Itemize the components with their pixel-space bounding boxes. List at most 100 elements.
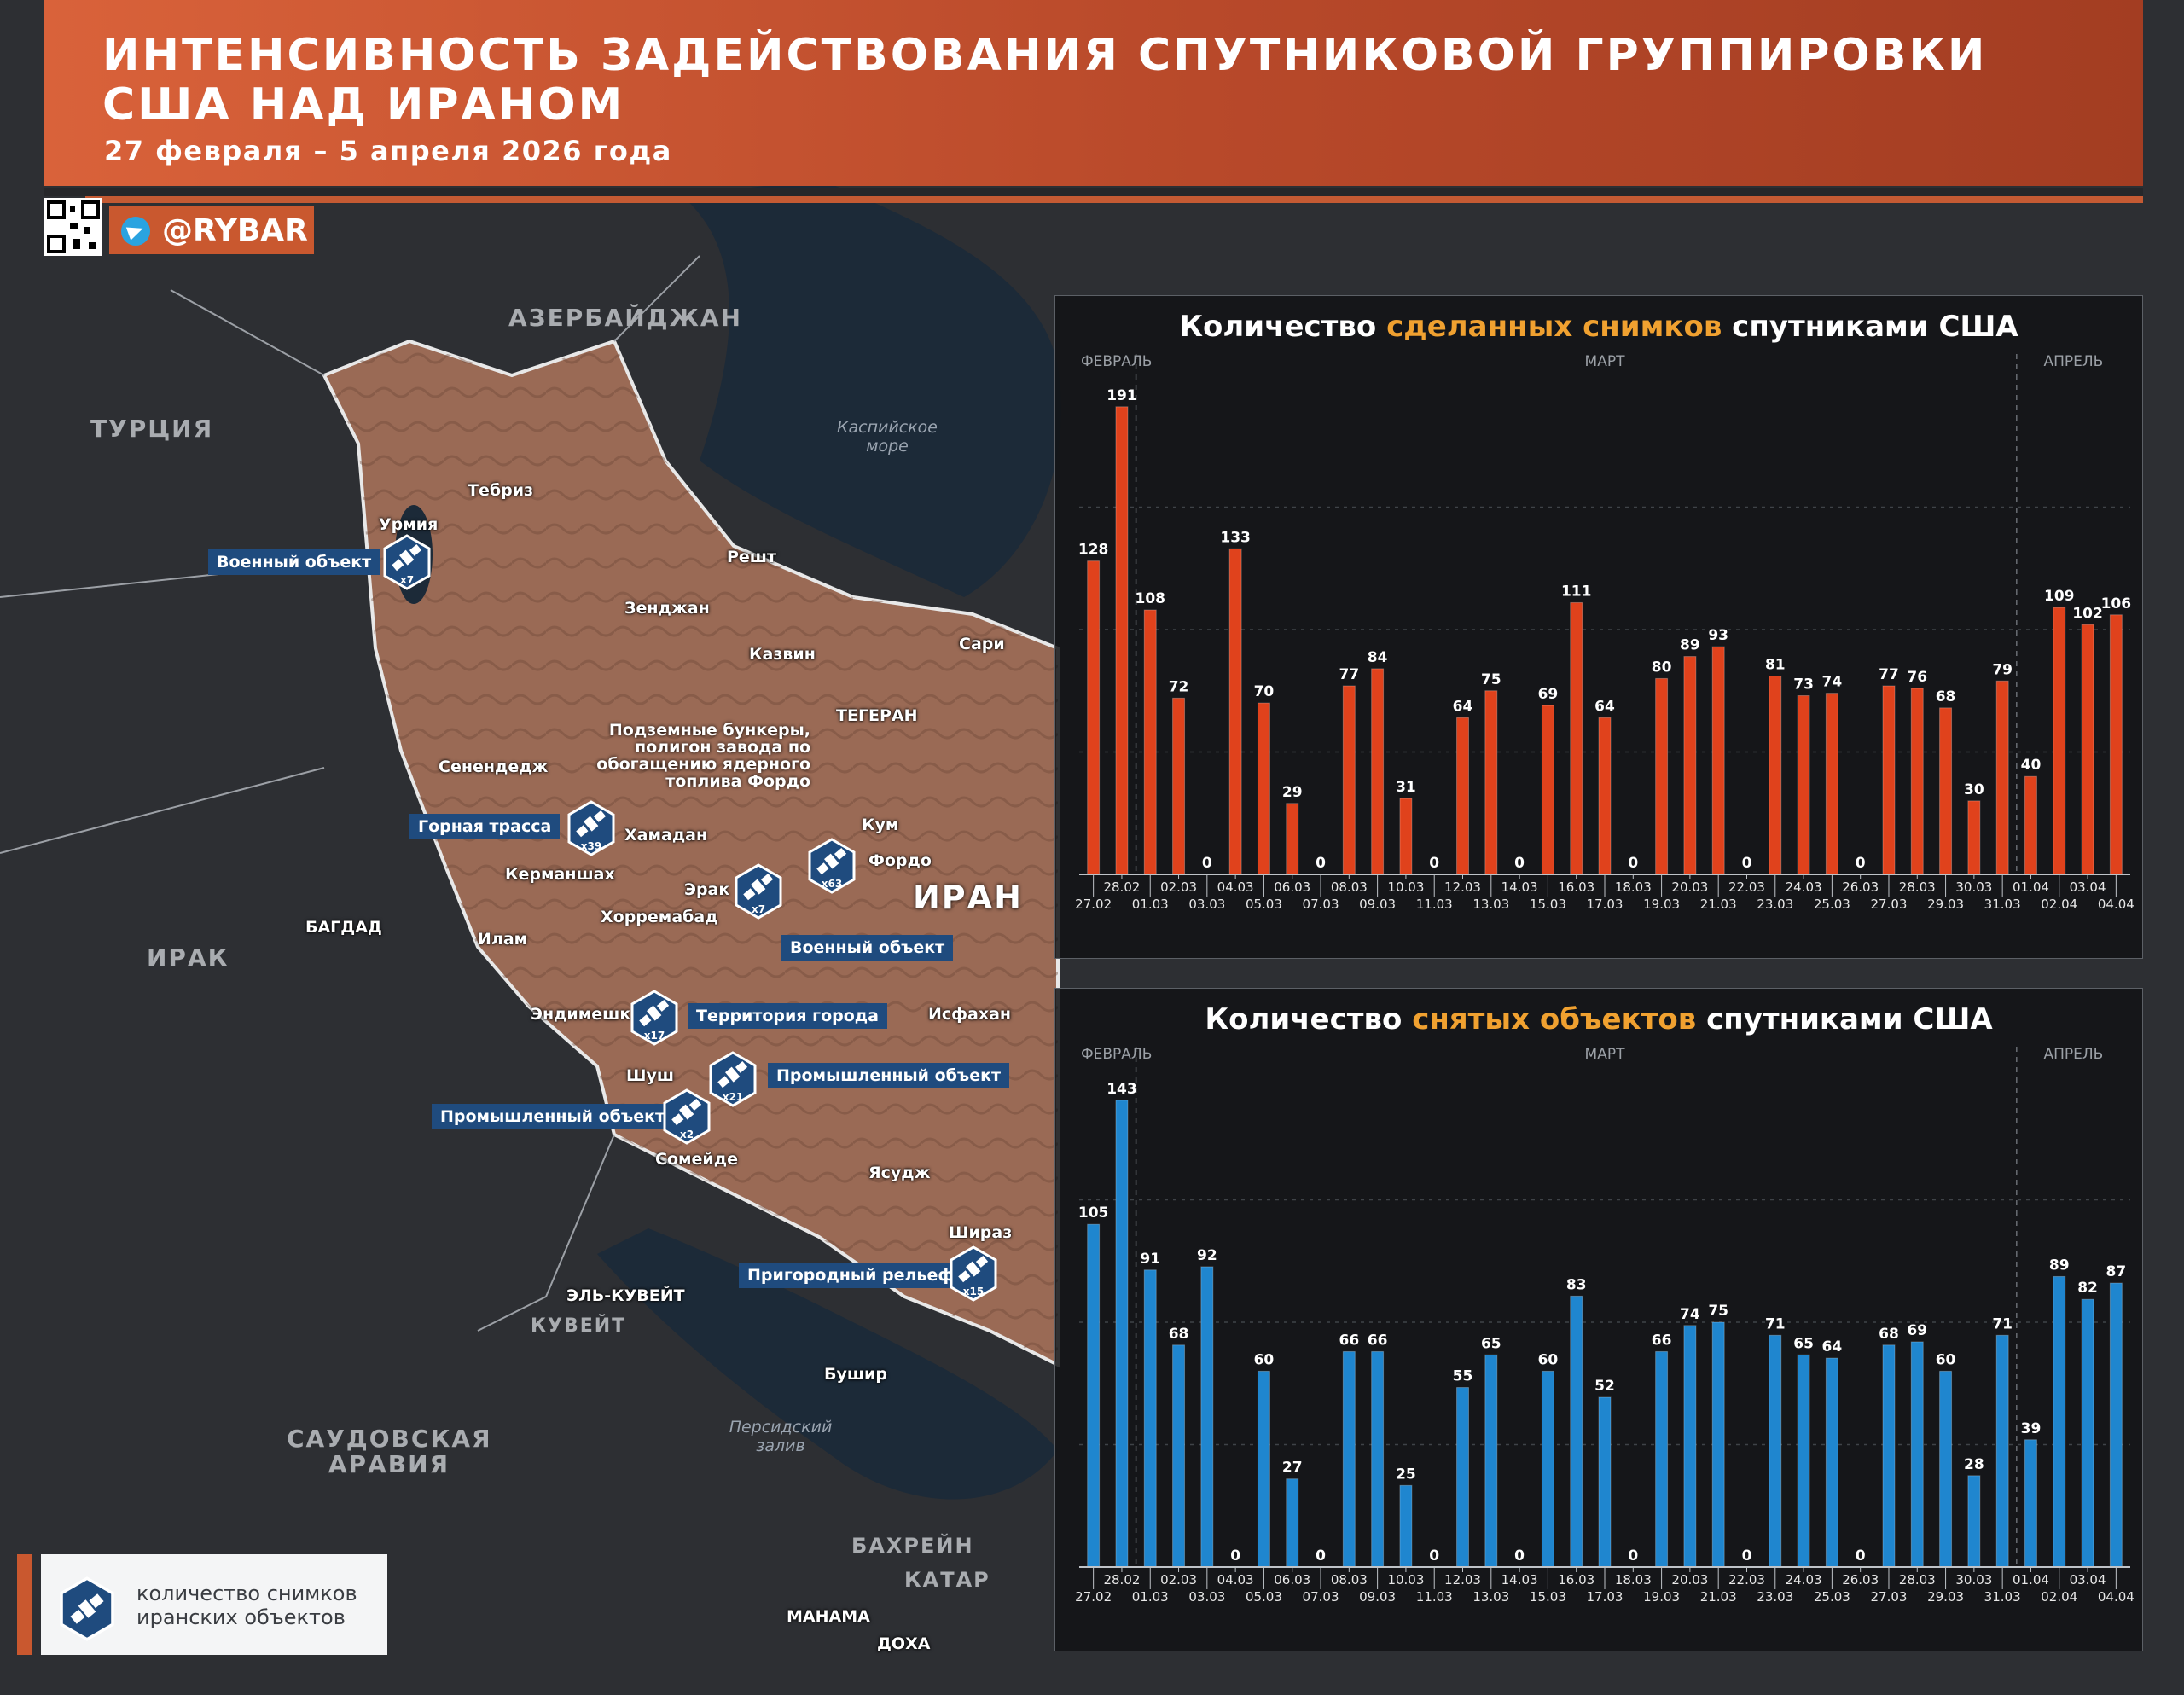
- tick-label: 27.02: [1075, 897, 1112, 912]
- bar: [1882, 1344, 1896, 1568]
- tick-label: 12.03: [1444, 1572, 1481, 1588]
- city-label: Исфахан: [928, 1005, 1012, 1024]
- data-label: 69: [1538, 686, 1559, 703]
- qr-code-icon[interactable]: [44, 198, 102, 256]
- target-callout[interactable]: Промышленный объект: [432, 1104, 674, 1129]
- chart-title: Количество сделанных снимков спутниками …: [1055, 310, 2142, 344]
- data-label: 40: [2021, 757, 2042, 774]
- bar-chart-images: ФЕВРАЛЬ МАРТ АПРЕЛЬ 128 191 108 72 0 133 70 29 0 77 8…: [1075, 353, 2135, 912]
- tick-label: 20.03: [1671, 879, 1708, 895]
- tick-label: 30.03: [1955, 879, 1992, 895]
- bar: [1995, 1334, 2009, 1568]
- target-callout[interactable]: Пригородный рельеф: [739, 1263, 963, 1288]
- satellite-icon[interactable]: x2: [662, 1088, 712, 1145]
- bar: [1939, 707, 1953, 875]
- city-label: Эрак: [684, 880, 730, 899]
- satellite-count: x17: [644, 1030, 665, 1042]
- bar: [1910, 688, 1924, 875]
- bar: [1683, 1325, 1697, 1568]
- data-label: 60: [1936, 1351, 1956, 1368]
- bar: [1769, 676, 1782, 875]
- legend-label: количество снимков иранских объектов: [136, 1582, 357, 1629]
- tick-label: 27.03: [1870, 897, 1907, 912]
- tick-label: 18.03: [1615, 1572, 1652, 1588]
- city-label: Бушир: [824, 1365, 887, 1384]
- sea-label: Каспийское море: [837, 418, 938, 456]
- satellite-icon[interactable]: x21: [708, 1051, 758, 1107]
- bar: [2024, 775, 2037, 875]
- satellite-count: x2: [680, 1129, 694, 1141]
- satellite-icon[interactable]: x63: [807, 838, 857, 894]
- tick-label: 25.03: [1814, 897, 1850, 912]
- satellite-icon[interactable]: x7: [734, 863, 783, 920]
- month-label: МАРТ: [1585, 1046, 1626, 1063]
- tick-label: 09.03: [1359, 897, 1396, 912]
- data-label: 65: [1481, 1335, 1502, 1352]
- city-label: Урмия: [379, 515, 439, 534]
- tick-label: 10.03: [1387, 879, 1424, 895]
- target-callout[interactable]: Промышленный объект: [768, 1063, 1010, 1088]
- city-label: ДОХА: [877, 1634, 931, 1653]
- tick-label: 17.03: [1587, 1589, 1623, 1605]
- data-label: 31: [1396, 779, 1416, 796]
- target-callout[interactable]: Территория города: [688, 1003, 887, 1029]
- data-label: 72: [1169, 678, 1189, 695]
- satellite-count: x15: [963, 1286, 984, 1297]
- data-label: 82: [2077, 1280, 2098, 1297]
- satellite-icon[interactable]: x17: [630, 990, 679, 1046]
- data-label: 68: [1879, 1326, 1899, 1343]
- tick-label: 28.03: [1899, 1572, 1936, 1588]
- bar: [1342, 1350, 1356, 1568]
- data-label: 191: [1107, 387, 1137, 404]
- city-label: Сенендедж: [439, 758, 549, 776]
- bar: [1910, 1341, 1924, 1568]
- tick-label: 21.03: [1700, 897, 1737, 912]
- city-label: Кум: [862, 816, 899, 834]
- sea-label: Персидский залив: [729, 1418, 833, 1455]
- bar: [1257, 702, 1270, 875]
- satellite-icon[interactable]: x15: [949, 1245, 998, 1302]
- brand-handle: @RYBAR: [162, 213, 308, 248]
- data-label: 0: [1429, 855, 1439, 872]
- bar: [1655, 677, 1669, 875]
- target-callout[interactable]: Горная трасса: [410, 814, 561, 839]
- bar: [1200, 1266, 1214, 1568]
- bar: [1570, 601, 1583, 875]
- bar: [1371, 1350, 1385, 1568]
- satellite-icon[interactable]: x7: [382, 534, 432, 590]
- tick-label: 01.03: [1132, 1589, 1169, 1605]
- target-callout[interactable]: Военный объект: [208, 549, 380, 575]
- data-label: 75: [1481, 671, 1502, 688]
- bar: [1967, 1475, 1981, 1568]
- data-label: 92: [1197, 1247, 1217, 1264]
- country-label-iran: ИРАН: [913, 879, 1023, 916]
- data-label: 28: [1964, 1456, 1984, 1473]
- tick-label: 02.04: [2041, 897, 2077, 912]
- tick-label: 16.03: [1558, 879, 1594, 895]
- legend-box: количество снимков иранских объектов: [41, 1554, 387, 1655]
- bar: [1456, 717, 1470, 875]
- tick-label: 03.03: [1188, 897, 1225, 912]
- target-callout[interactable]: Подземные бункеры, полигон завода по обо…: [596, 721, 810, 791]
- tick-label: 19.03: [1643, 897, 1680, 912]
- city-label: Зенджан: [624, 599, 710, 618]
- data-label: 68: [1169, 1326, 1189, 1343]
- city-label: Фордо: [868, 851, 932, 870]
- header-divider: [44, 188, 2143, 196]
- data-label: 0: [1628, 855, 1638, 872]
- country-label: ТУРЦИЯ: [90, 415, 214, 443]
- tick-label: 02.03: [1160, 1572, 1197, 1588]
- data-label: 60: [1254, 1351, 1275, 1368]
- tick-label: 22.03: [1728, 1572, 1765, 1588]
- brand-badge[interactable]: @RYBAR: [109, 206, 314, 254]
- tick-label: 24.03: [1786, 879, 1822, 895]
- country-label: БАХРЕЙН: [851, 1534, 974, 1558]
- tick-label: 30.03: [1955, 1572, 1992, 1588]
- satellite-icon[interactable]: x39: [566, 800, 616, 856]
- bar: [2053, 1275, 2066, 1568]
- city-label: Сомейде: [655, 1150, 738, 1169]
- data-label: 0: [1202, 855, 1212, 872]
- tick-label: 09.03: [1359, 1589, 1396, 1605]
- target-callout[interactable]: Военный объект: [781, 935, 954, 961]
- bar-chart-objects: ФЕВРАЛЬ МАРТ АПРЕЛЬ 105 143 91 68 92 0 60 27 0 66 66 2…: [1075, 1046, 2135, 1605]
